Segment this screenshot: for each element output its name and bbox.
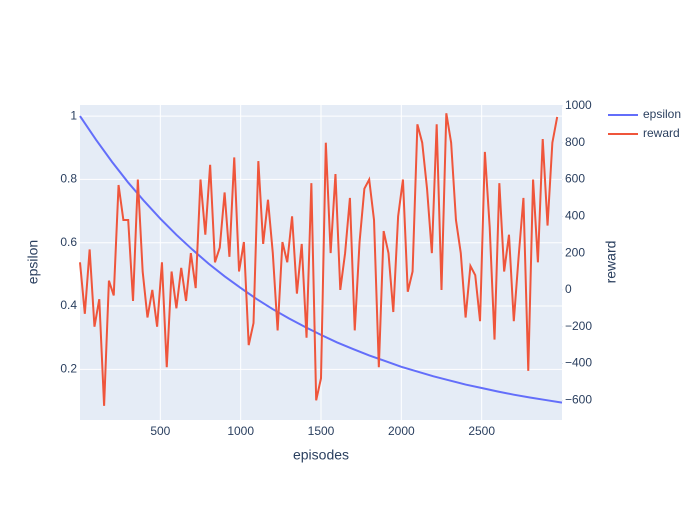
line bbox=[79, 113, 559, 406]
y2-tick-label: −600 bbox=[565, 392, 592, 406]
legend-label: epsilon bbox=[643, 107, 681, 121]
y2-axis-title: reward bbox=[603, 241, 619, 284]
y-tick-label: 0.8 bbox=[60, 172, 77, 186]
y2-tick-label: 0 bbox=[565, 282, 572, 296]
y-tick-label: 0.2 bbox=[60, 362, 77, 376]
x-tick-label: 1500 bbox=[308, 424, 335, 438]
x-axis-title: episodes bbox=[293, 447, 349, 463]
x-tick-label: 2000 bbox=[388, 424, 415, 438]
y2-tick-label: 600 bbox=[565, 172, 585, 186]
y-tick-label: 0.6 bbox=[60, 235, 77, 249]
y2-tick-label: 200 bbox=[565, 245, 585, 259]
y2-tick-label: 800 bbox=[565, 135, 585, 149]
x-tick-label: 1000 bbox=[227, 424, 254, 438]
y2-tick-label: −400 bbox=[565, 356, 592, 370]
x-tick-label: 500 bbox=[150, 424, 170, 438]
y2-tick-label: 1000 bbox=[565, 98, 592, 112]
y2-tick-label: 400 bbox=[565, 208, 585, 222]
y-axis-title: epsilon bbox=[25, 240, 41, 284]
y-tick-label: 1 bbox=[70, 108, 77, 122]
legend-label: reward bbox=[643, 126, 680, 140]
y-tick-label: 0.4 bbox=[60, 298, 77, 312]
y2-tick-label: −200 bbox=[565, 319, 592, 333]
x-tick-label: 2500 bbox=[468, 424, 495, 438]
